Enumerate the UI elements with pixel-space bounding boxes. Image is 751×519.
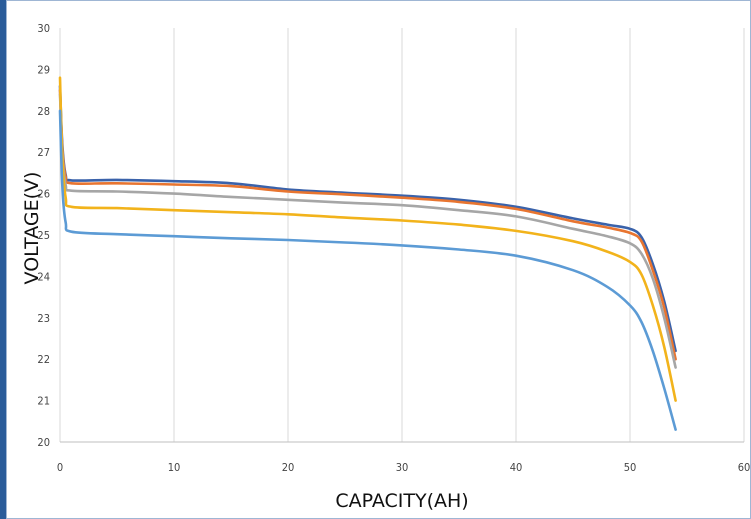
y-tick-label-4: 24: [37, 270, 50, 283]
y-tick-label-1: 21: [37, 395, 50, 408]
y-tick-label-5: 25: [37, 229, 50, 242]
chart-frame: 20 21 22 23 24 25 26 27 28 29 30 0 10 20 30 40 50 60 CAP…: [6, 0, 751, 519]
x-tick-label-2: 20: [282, 461, 295, 474]
grid-lines: [59, 28, 745, 442]
y-tick-label-0: 20: [37, 436, 50, 449]
x-tick-labels: 0 10 20 30 40 50 60: [57, 461, 750, 474]
y-tick-labels: 20 21 22 23 24 25 26 27 28 29 30: [37, 22, 50, 449]
series-line-3: [58, 92, 677, 369]
x-tick-label-6: 60: [738, 461, 751, 474]
y-tick-label-6: 26: [37, 188, 50, 201]
y-tick-label-7: 27: [37, 146, 50, 159]
series-line-1: [58, 84, 677, 353]
x-tick-label-3: 30: [396, 461, 409, 474]
series-line-4: [58, 76, 677, 402]
x-axis-title: CAPACITY(AH): [335, 490, 468, 512]
y-tick-label-2: 22: [37, 353, 50, 366]
series-line-5: [58, 109, 677, 431]
y-tick-label-8: 28: [37, 105, 50, 118]
series-line-2: [58, 88, 677, 361]
y-tick-label-9: 29: [37, 63, 50, 76]
series-lines: [58, 76, 677, 431]
line-chart: 20 21 22 23 24 25 26 27 28 29 30 0 10 20 30 40 50 60 CAP…: [21, 22, 750, 512]
y-tick-label-3: 23: [37, 312, 50, 325]
x-tick-label-5: 50: [624, 461, 637, 474]
x-tick-label-0: 0: [57, 461, 63, 474]
x-tick-label-4: 40: [510, 461, 523, 474]
y-tick-label-10: 30: [37, 22, 50, 35]
y-axis-title: VOLTAGE(V): [21, 172, 43, 285]
x-tick-label-1: 10: [168, 461, 181, 474]
